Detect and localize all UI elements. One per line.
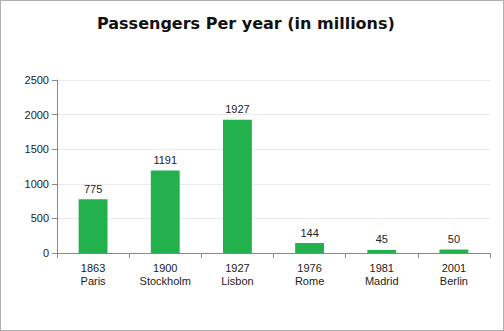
svg-text:1927: 1927 (225, 103, 249, 115)
svg-text:1927: 1927 (225, 262, 249, 274)
svg-text:1863: 1863 (81, 262, 105, 274)
svg-text:50: 50 (448, 233, 460, 245)
svg-text:Madrid: Madrid (365, 275, 399, 287)
svg-text:500: 500 (31, 212, 49, 224)
svg-text:Stockholm: Stockholm (140, 275, 191, 287)
svg-text:144: 144 (300, 227, 318, 239)
svg-text:Rome: Rome (295, 275, 324, 287)
svg-text:1981: 1981 (370, 262, 394, 274)
svg-text:45: 45 (376, 233, 388, 245)
svg-text:Passengers Per year (in millio: Passengers Per year (in millions) (97, 14, 395, 33)
svg-text:0: 0 (43, 247, 49, 259)
svg-text:2001: 2001 (442, 262, 466, 274)
svg-text:775: 775 (84, 183, 102, 195)
svg-text:1976: 1976 (297, 262, 321, 274)
svg-text:1900: 1900 (153, 262, 177, 274)
svg-text:1000: 1000 (25, 178, 49, 190)
svg-text:1500: 1500 (25, 143, 49, 155)
svg-text:Berlin: Berlin (440, 275, 468, 287)
svg-text:2500: 2500 (25, 74, 49, 86)
svg-text:Paris: Paris (81, 275, 107, 287)
svg-text:2000: 2000 (25, 109, 49, 121)
svg-text:Lisbon: Lisbon (221, 275, 253, 287)
svg-text:1191: 1191 (153, 154, 177, 166)
